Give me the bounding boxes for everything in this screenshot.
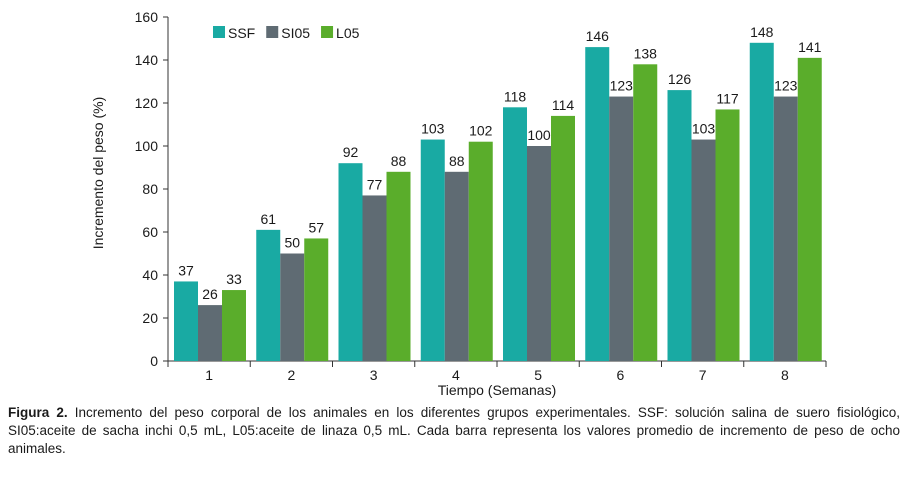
legend-label-l05: L05: [336, 25, 360, 41]
legend-label-ssf: SSF: [228, 25, 255, 41]
bar-ssf-3: [338, 163, 363, 361]
x-axis: 1 2 3 4 5 6 7 8: [167, 360, 827, 383]
y-tick-label: 100: [135, 138, 159, 154]
bar-l05-3: [386, 171, 411, 361]
bar-l05-5: [551, 115, 575, 362]
y-tick-label: 160: [135, 9, 159, 25]
bar-si05-1: [198, 305, 222, 361]
data-label: 37: [178, 262, 194, 278]
bar-si05-4: [444, 171, 469, 361]
data-label: 57: [308, 219, 324, 235]
bar-l05-6: [633, 64, 658, 362]
y-tick-label: 60: [142, 224, 158, 240]
bar-ssf-5: [503, 107, 527, 361]
data-label: 123: [774, 78, 798, 94]
x-tick-label: 3: [370, 367, 378, 383]
data-label: 141: [798, 39, 822, 55]
bar-ssf-7: [667, 90, 692, 361]
x-tick-label: 4: [452, 367, 460, 383]
bar-si05-8: [773, 96, 798, 362]
legend-swatch-l05: [321, 26, 334, 38]
data-label: 146: [586, 28, 610, 44]
y-tick-label: 80: [142, 181, 158, 197]
bar-si05-6: [609, 96, 634, 362]
x-tick-label: 2: [287, 367, 295, 383]
legend-swatch-ssf: [213, 26, 225, 38]
figure-caption: Figura 2. Incremento del peso corporal d…: [8, 404, 900, 458]
y-axis: 0 20 40 60 80 100 120 140 160: [135, 9, 169, 369]
legend-swatch-si05: [266, 26, 279, 38]
data-label: 114: [552, 97, 575, 113]
data-label: 26: [202, 286, 218, 302]
data-label: 100: [527, 127, 551, 143]
data-label: 117: [716, 90, 739, 106]
data-label: 103: [692, 121, 716, 137]
y-axis-title: Incremento del peso (%): [90, 97, 106, 250]
data-label: 50: [284, 235, 300, 251]
bar-l05-4: [468, 141, 493, 361]
y-tick-label: 20: [142, 310, 158, 326]
x-axis-title: Tiempo (Semanas): [438, 382, 557, 398]
data-label: 88: [449, 153, 465, 169]
y-tick-label: 40: [142, 267, 158, 283]
bar-si05-5: [527, 146, 551, 361]
data-label: 103: [421, 121, 445, 137]
y-tick-label: 120: [135, 95, 159, 111]
y-tick-label: 0: [150, 353, 158, 369]
bars-group: [174, 42, 822, 362]
x-tick-label: 8: [781, 367, 789, 383]
x-tick-label: 7: [699, 367, 707, 383]
data-label: 148: [750, 24, 774, 40]
bar-si05-7: [691, 139, 716, 361]
x-tick-label: 1: [205, 367, 213, 383]
x-tick-label: 6: [616, 367, 624, 383]
bar-ssf-8: [749, 42, 774, 362]
data-label: 33: [226, 271, 242, 287]
bar-l05-1: [222, 290, 246, 361]
legend: SSF SI05 L05: [213, 25, 360, 41]
bar-ssf-2: [256, 229, 281, 361]
y-tick-label: 140: [135, 52, 159, 68]
bar-l05-7: [715, 109, 740, 361]
data-label: 118: [504, 88, 527, 104]
caption-text: Incremento del peso corporal de los anim…: [8, 405, 900, 456]
bar-l05-8: [797, 57, 822, 361]
bar-ssf-4: [420, 139, 445, 361]
bar-ssf-1: [174, 281, 198, 361]
data-label: 88: [391, 153, 407, 169]
data-label: 138: [634, 45, 658, 61]
data-label: 77: [367, 176, 383, 192]
data-label: 61: [260, 211, 276, 227]
bar-si05-3: [362, 195, 387, 361]
value-labels-group: 37 61 92 103 118 146 126 148 26 50 77 88 100 123 103 12…: [178, 24, 821, 302]
data-label: 126: [668, 71, 692, 87]
data-label: 92: [343, 144, 359, 160]
legend-label-si05: SI05: [281, 25, 310, 41]
bar-si05-2: [280, 253, 305, 361]
bar-l05-2: [304, 238, 329, 361]
caption-label: Figura 2.: [8, 405, 68, 420]
data-label: 123: [610, 78, 634, 94]
bar-ssf-6: [585, 47, 610, 361]
x-tick-label: 5: [534, 367, 542, 383]
data-label: 102: [469, 123, 493, 139]
